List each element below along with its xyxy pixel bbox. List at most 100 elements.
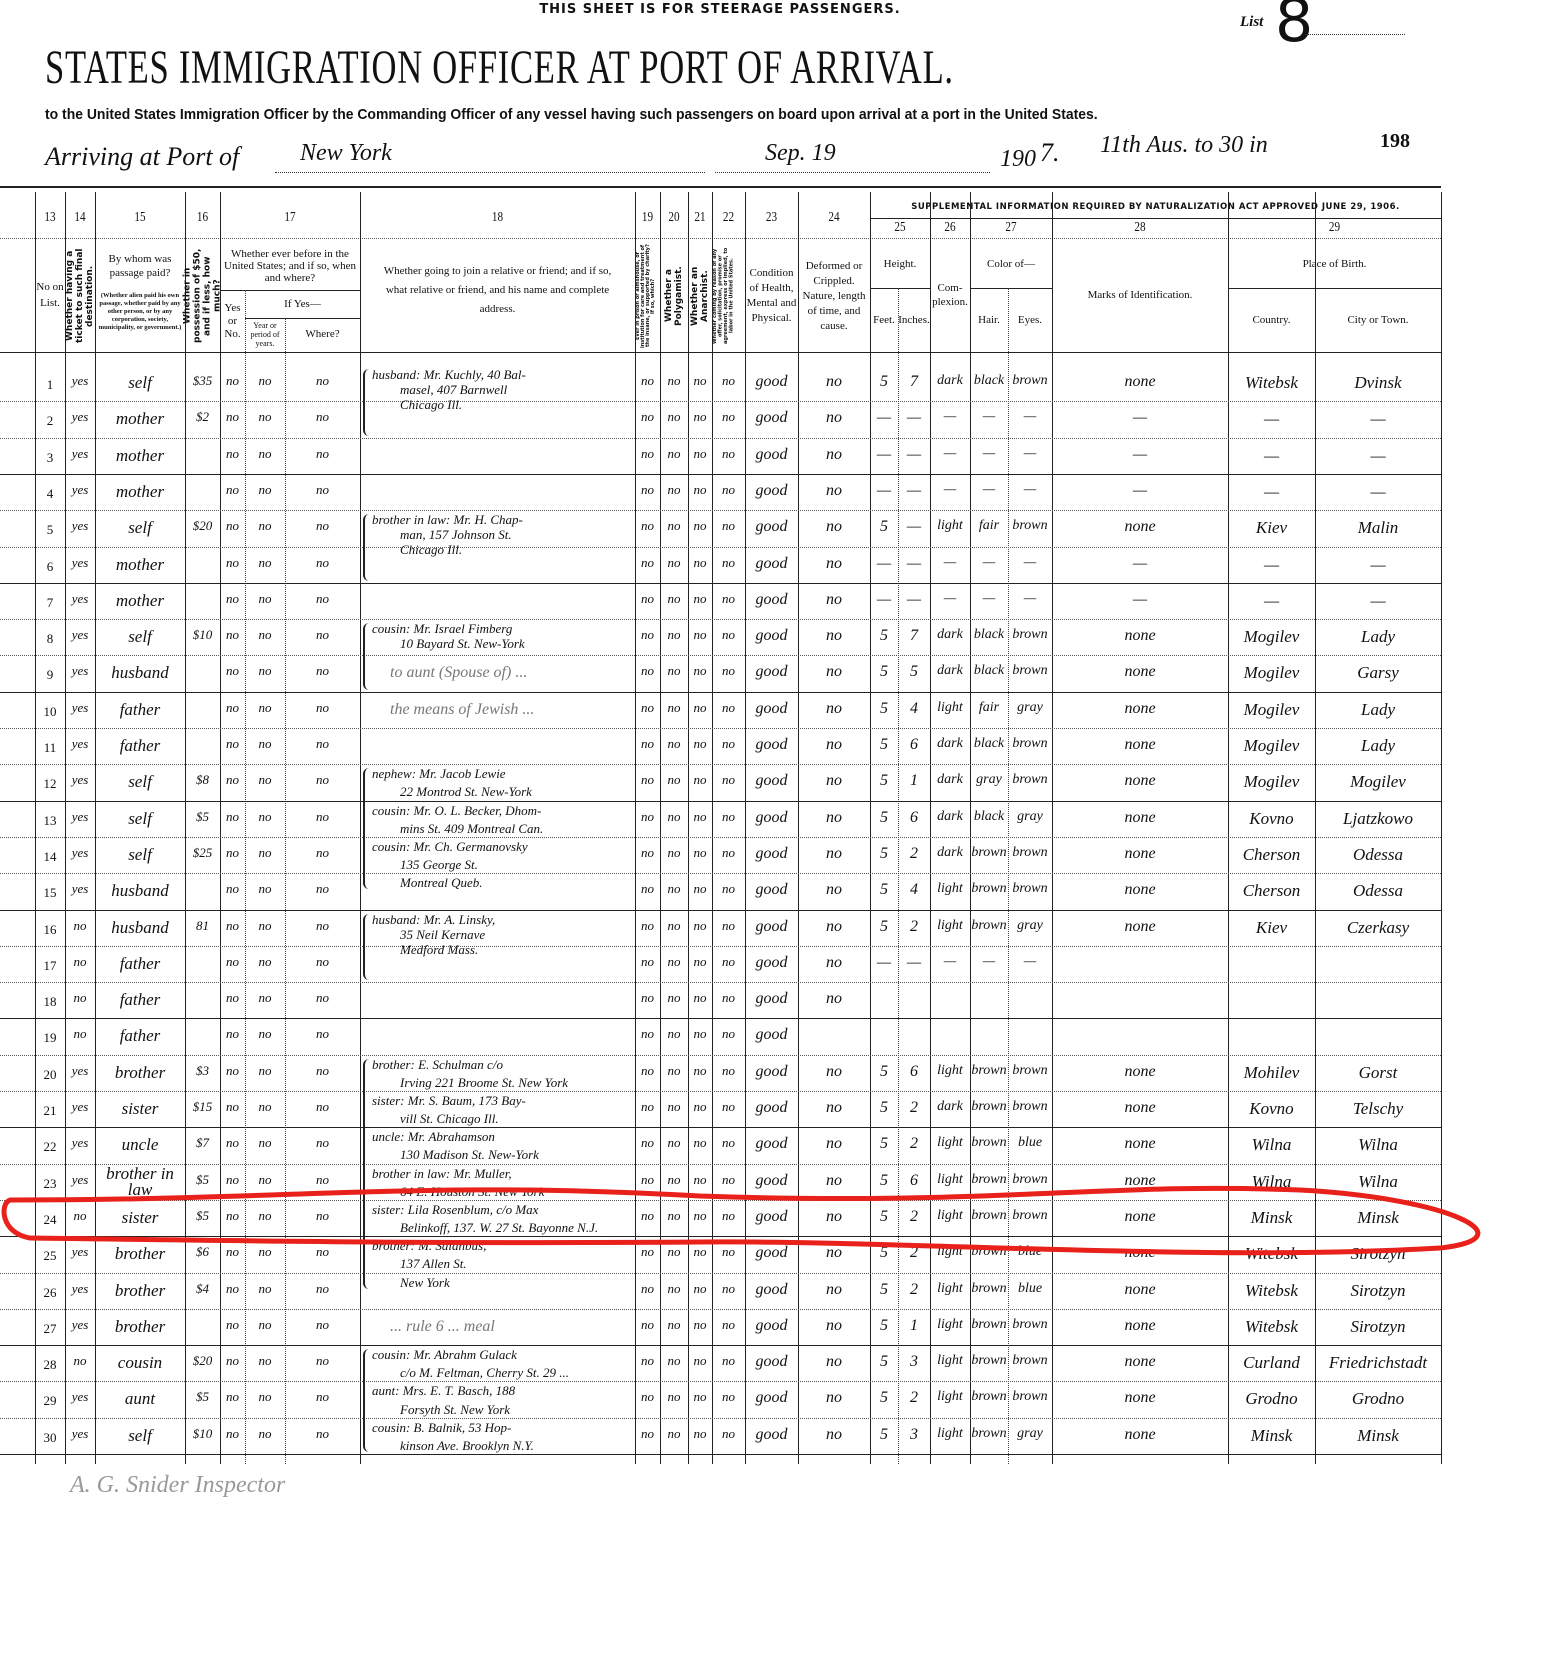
cell-inches: — — [906, 554, 922, 572]
cell-money: $20 — [192, 1353, 213, 1369]
column-divider — [1315, 192, 1316, 1464]
cell-eyes: brown — [1012, 1316, 1048, 1332]
relative-address-line: uncle: Mr. Abrahamson — [372, 1129, 495, 1145]
cell-where: no — [316, 1062, 329, 1078]
cell-inches: 1 — [910, 772, 918, 790]
cell-health: good — [755, 1425, 788, 1443]
cell-before: no — [226, 1316, 239, 1332]
column-divider — [95, 192, 96, 1464]
cell-marks: none — [1124, 373, 1156, 390]
cell-year: no — [258, 1207, 272, 1223]
cell-paid-by: cousin — [117, 1353, 163, 1373]
cell-prison: no — [641, 881, 654, 897]
header-passage-note: (Whether alien paid his own passage, whe… — [98, 292, 182, 331]
relative-address-line: husband: Mr. Kuchly, 40 Bal- — [372, 367, 526, 382]
row-rule — [0, 510, 1441, 512]
header-if-yes: If Yes— — [284, 298, 321, 310]
cell-where: no — [316, 445, 329, 461]
cell-deformed: no — [826, 881, 842, 899]
cell-contract: no — [722, 1425, 735, 1441]
cell-where: no — [316, 1316, 329, 1332]
cell-city: Telschy — [1352, 1099, 1404, 1118]
cell-inches: 3 — [910, 1353, 918, 1371]
list-label: List — [1240, 14, 1264, 30]
column-number: 24 — [828, 210, 840, 225]
cell-eyes: — — [1023, 953, 1037, 969]
cell-ticket: yes — [71, 808, 89, 824]
cell-marks: — — [1132, 445, 1148, 463]
cell-before: no — [226, 772, 239, 788]
cell-polygamist: no — [667, 772, 681, 788]
table-row: 12 yes self $8 no no no no no no no good no 5 1 dark gra… — [0, 764, 1441, 800]
relative-address-line: Forsyth St. New York — [400, 1401, 511, 1417]
cell-deformed: no — [826, 1135, 842, 1153]
cell-before: no — [226, 808, 239, 824]
cell-hair: fair — [978, 518, 1000, 534]
table-row: 6 yes mother no no no no no no no good no — — — — — — — — — [0, 547, 1441, 583]
relative-address-line: masel, 407 Barnwell — [400, 382, 508, 397]
list-number: 8 — [1275, 0, 1314, 56]
row-number: 27 — [43, 1320, 57, 1336]
row-rule — [0, 873, 1441, 875]
table-row: 5 yes self $20 no no no no no no no good no 5— light fa… — [0, 510, 1441, 546]
header-bottom-rule — [0, 352, 1441, 353]
cell-city: Minsk — [1357, 1207, 1399, 1227]
column-number: 16 — [196, 210, 209, 225]
cell-paid-by: husband — [111, 881, 169, 901]
cell-year: no — [258, 953, 272, 969]
cell-health: good — [755, 953, 788, 971]
row-number: 28 — [43, 1357, 57, 1373]
cell-before: no — [226, 1171, 239, 1187]
row-rule — [0, 1163, 1441, 1165]
relative-address-line: 130 Madison St. New-York — [400, 1147, 539, 1163]
cell-feet: — — [876, 409, 892, 427]
column-number: 18 — [491, 210, 504, 225]
cell-country: Grodno — [1245, 1389, 1298, 1409]
cell-country: Minsk — [1250, 1207, 1293, 1227]
relative-address-line: nephew: Mr. Jacob Lewie — [372, 766, 506, 782]
cell-anarchist: no — [693, 373, 707, 388]
cell-feet: 5 — [880, 1316, 888, 1334]
cell-where: no — [316, 409, 329, 425]
cell-city: Grodno — [1351, 1389, 1405, 1409]
cell-before: no — [226, 881, 239, 897]
cell-contract: no — [722, 699, 735, 715]
cell-health: good — [755, 663, 788, 681]
cell-anarchist: no — [693, 844, 707, 860]
cell-inches: 7 — [910, 373, 918, 390]
cell-marks: none — [1124, 663, 1156, 681]
header-health: Condition of Health, Mental and Physical… — [746, 267, 797, 324]
cell-ticket: yes — [71, 518, 89, 534]
relative-address-line: kinson Ave. Brooklyn N.Y. — [400, 1437, 534, 1453]
cell-contract: no — [722, 990, 735, 1006]
cell-complexion: light — [937, 699, 963, 715]
cell-ticket: yes — [71, 445, 89, 461]
cell-marks: — — [1132, 409, 1148, 427]
cell-deformed: no — [826, 481, 842, 499]
table-row: 27 yes brother no no no no no no no good no 5 1 light b… — [0, 1309, 1441, 1345]
cell-polygamist: no — [667, 1425, 681, 1441]
cell-before: no — [226, 518, 239, 534]
header-no-on-list: No on List. — [36, 281, 64, 309]
cell-money: $5 — [196, 1171, 209, 1187]
cell-complexion: — — [943, 481, 957, 497]
cell-year: no — [258, 663, 272, 679]
cell-city: Mogilev — [1350, 772, 1406, 792]
cell-deformed: no — [826, 554, 842, 572]
cell-before: no — [226, 590, 239, 606]
cell-marks: none — [1124, 1207, 1156, 1225]
cell-anarchist: no — [693, 881, 707, 897]
cell-prison: no — [641, 736, 654, 751]
cell-inches: 3 — [910, 1425, 918, 1443]
table-row: 4 yes mother no no no no no no no good no — — — — — — — — — [0, 474, 1441, 510]
cell-feet: 5 — [880, 844, 888, 862]
marginal-note: the means of Jewish ... — [390, 700, 535, 718]
cell-hair: fair — [978, 699, 1000, 715]
column-number: 13 — [44, 210, 56, 225]
cell-feet: 5 — [880, 917, 888, 935]
table-row: 19 no father no no no no no no no good — [0, 1018, 1441, 1054]
table-row: 8 yes self $10 no no no no no no no good no 5 7 dark bla… — [0, 619, 1441, 655]
column-number: 26 — [944, 220, 956, 235]
cell-city: Garsy — [1357, 663, 1399, 683]
